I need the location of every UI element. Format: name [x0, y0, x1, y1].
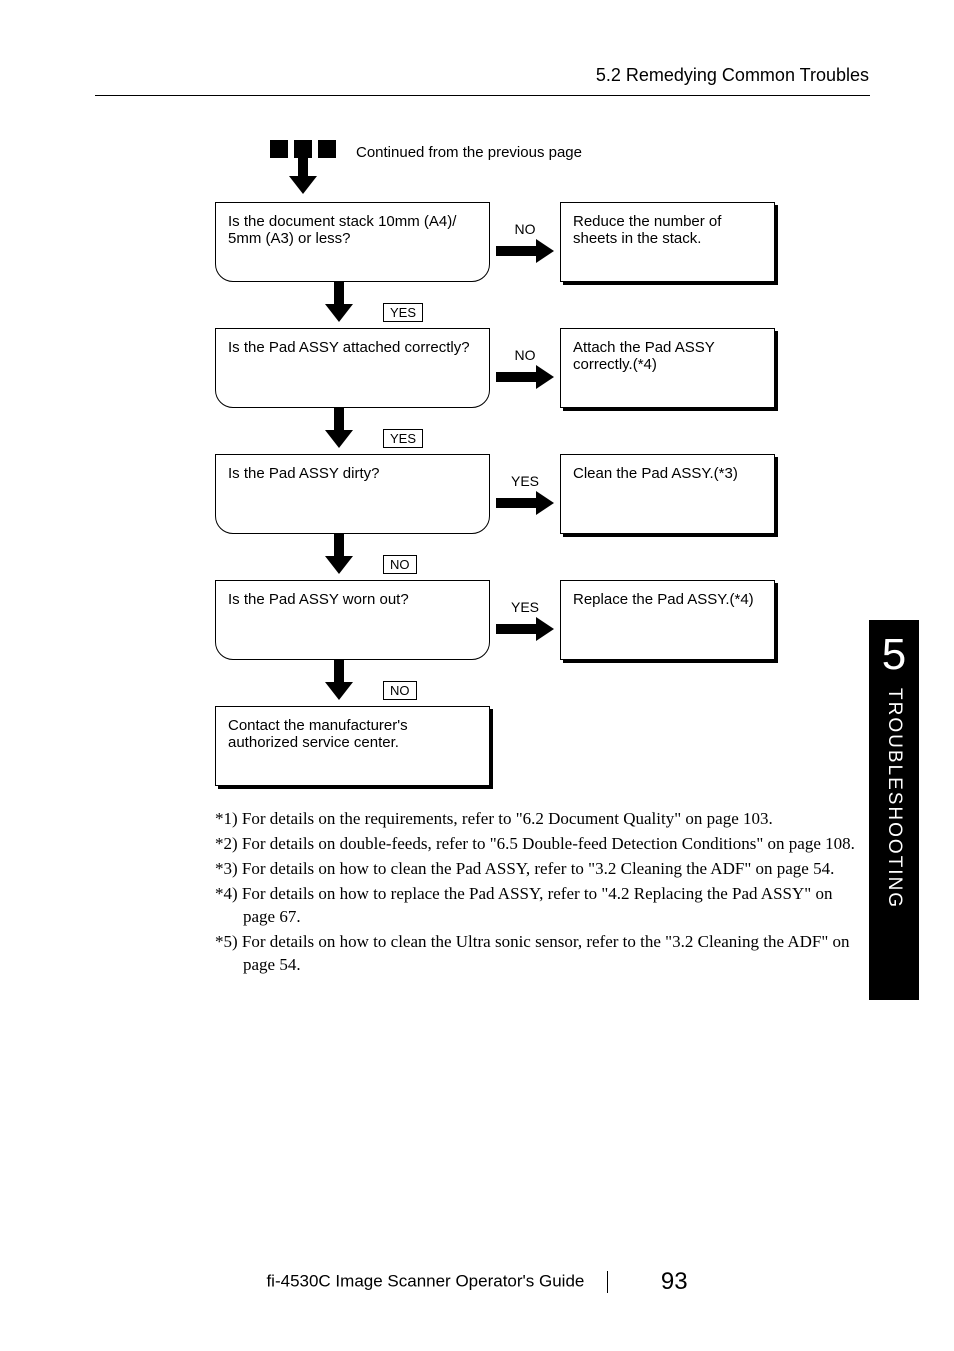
decision-attached: Is the Pad ASSY attached correctly?	[215, 328, 490, 408]
action-reduce: Reduce the number of sheets in the stack…	[560, 202, 775, 282]
down-label: YES	[383, 429, 423, 448]
down-label: YES	[383, 303, 423, 322]
decision-row-2: Is the Pad ASSY attached correctly? NO A…	[215, 328, 775, 408]
down-label: NO	[383, 681, 417, 700]
decision-dirty: Is the Pad ASSY dirty?	[215, 454, 490, 534]
action-contact: Contact the manufacturer's authorized se…	[215, 706, 490, 786]
branch-label: NO	[515, 347, 536, 363]
final-row: Contact the manufacturer's authorized se…	[215, 706, 775, 786]
branch-label: NO	[515, 221, 536, 237]
page-number: 93	[661, 1268, 688, 1296]
decision-worn: Is the Pad ASSY worn out?	[215, 580, 490, 660]
footnote-4: *4) For details on how to replace the Pa…	[215, 883, 865, 929]
branch-label: YES	[511, 599, 539, 615]
header-rule	[95, 95, 870, 96]
chapter-tab: 5 TROUBLESHOOTING	[869, 620, 919, 1000]
footnote-2: *2) For details on double-feeds, refer t…	[215, 833, 865, 856]
decision-row-4: Is the Pad ASSY worn out? YES Replace th…	[215, 580, 775, 660]
decision-row-3: Is the Pad ASSY dirty? YES Clean the Pad…	[215, 454, 775, 534]
continuation-marker	[270, 140, 336, 158]
footnote-1: *1) For details on the requirements, ref…	[215, 808, 865, 831]
continued-label: Continued from the previous page	[356, 144, 582, 161]
action-attach: Attach the Pad ASSY correctly.(*4)	[560, 328, 775, 408]
branch-arrow: YES	[490, 580, 560, 660]
action-replace: Replace the Pad ASSY.(*4)	[560, 580, 775, 660]
footer-divider	[607, 1271, 608, 1293]
page-footer: fi-4530C Image Scanner Operator's Guide …	[0, 1268, 954, 1296]
branch-arrow: YES	[490, 454, 560, 534]
footnote-3: *3) For details on how to clean the Pad …	[215, 858, 865, 881]
branch-arrow: NO	[490, 202, 560, 282]
decision-stack: Is the document stack 10mm (A4)/ 5mm (A3…	[215, 202, 490, 282]
decision-row-1: Is the document stack 10mm (A4)/ 5mm (A3…	[215, 202, 775, 282]
down-label: NO	[383, 555, 417, 574]
footnotes: *1) For details on the requirements, ref…	[215, 808, 865, 979]
flowchart: Continued from the previous page Is the …	[215, 140, 775, 786]
branch-arrow: NO	[490, 328, 560, 408]
chapter-title: TROUBLESHOOTING	[883, 688, 905, 909]
action-clean: Clean the Pad ASSY.(*3)	[560, 454, 775, 534]
chapter-number: 5	[882, 630, 906, 680]
footnote-5: *5) For details on how to clean the Ultr…	[215, 931, 865, 977]
section-header: 5.2 Remedying Common Troubles	[596, 65, 869, 86]
branch-label: YES	[511, 473, 539, 489]
footer-title: fi-4530C Image Scanner Operator's Guide	[266, 1271, 584, 1290]
